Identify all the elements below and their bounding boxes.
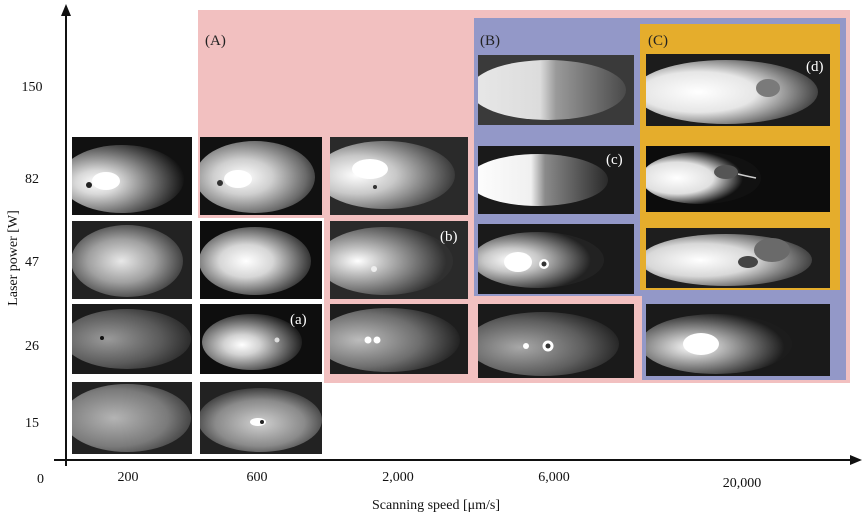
- region-a-label: (A): [205, 33, 226, 49]
- micrograph-20000-26: [646, 304, 830, 376]
- cell-label-b: (b): [440, 229, 458, 245]
- micrograph-200-82: [72, 137, 192, 215]
- y-axis-arrow: [61, 4, 71, 16]
- cell-label-d: (d): [806, 59, 824, 75]
- cell-label-c: (c): [606, 152, 623, 168]
- micrograph-600-15: [200, 382, 322, 454]
- x-tick-600: 600: [246, 470, 268, 485]
- cell-label-a: (a): [290, 312, 307, 328]
- micrograph-20000-47: [646, 228, 830, 288]
- micrograph-600-82: [200, 137, 322, 215]
- micrograph-200-26: [72, 304, 192, 374]
- micrograph-2000-82: [330, 137, 468, 215]
- x-axis-title: Scanning speed [μm/s]: [372, 498, 501, 513]
- x-tick-6000: 6,000: [538, 470, 570, 485]
- micrograph-20000-82: [646, 146, 830, 212]
- y-axis-title: Laser power [W]: [6, 210, 21, 306]
- micrograph-600-26: [200, 304, 322, 374]
- micrograph-6000-150: [478, 55, 634, 125]
- x-tick-200: 200: [117, 470, 139, 485]
- y-tick-82: 82: [25, 172, 39, 187]
- micrograph-20000-150: [646, 54, 830, 126]
- micrograph-2000-47: [330, 221, 468, 299]
- micrograph-6000-26: [478, 304, 634, 378]
- region-b-label: (B): [480, 33, 500, 49]
- y-tick-150: 150: [21, 80, 43, 95]
- origin-label: 0: [37, 472, 44, 487]
- micrograph-6000-47: [478, 224, 634, 294]
- micrograph-6000-82: [478, 146, 634, 214]
- y-tick-47: 47: [25, 255, 39, 270]
- y-tick-26: 26: [25, 339, 39, 354]
- region-c-label: (C): [648, 33, 668, 49]
- micrograph-600-47: [200, 221, 322, 299]
- micrograph-200-47: [72, 221, 192, 299]
- micrograph-200-15: [72, 382, 192, 454]
- x-axis-arrow: [850, 455, 862, 465]
- micrograph-2000-26: [330, 304, 468, 374]
- y-tick-15: 15: [25, 416, 39, 431]
- x-tick-2000: 2,000: [382, 470, 414, 485]
- x-tick-20000: 20,000: [722, 476, 762, 491]
